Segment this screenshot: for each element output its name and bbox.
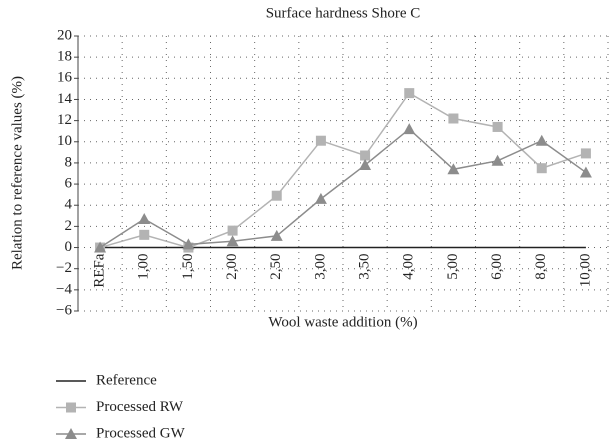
x-tick-label: 6,00 <box>489 254 505 280</box>
point <box>447 163 460 175</box>
point <box>139 229 150 240</box>
point <box>226 235 239 247</box>
point <box>314 192 327 204</box>
legend-label: Processed RW <box>96 399 184 415</box>
y-tick-label: 16 <box>57 70 73 86</box>
x-tick-label: 1,50 <box>180 254 196 280</box>
point <box>492 121 503 132</box>
point <box>404 88 415 99</box>
point <box>270 229 283 241</box>
legend-label: Processed GW <box>96 425 186 441</box>
point <box>359 159 372 171</box>
legend-marker <box>66 402 76 413</box>
legend-label: Reference <box>96 372 157 388</box>
y-axis-label: Relation to reference values (%) <box>9 76 25 270</box>
x-tick-label: 2,50 <box>268 254 284 280</box>
point <box>491 154 504 166</box>
point <box>182 238 195 250</box>
y-tick-label: −6 <box>56 302 72 318</box>
point <box>360 150 371 161</box>
y-tick-label: 20 <box>57 27 72 43</box>
y-tick-label: 8 <box>65 154 73 170</box>
x-tick-label: REFa <box>92 253 108 288</box>
series-line <box>99 92 587 249</box>
series-line <box>99 128 587 249</box>
x-tick-label: 4,00 <box>401 254 417 280</box>
point <box>94 241 107 253</box>
y-tick-label: 10 <box>57 133 72 149</box>
point <box>315 135 326 146</box>
point <box>138 212 151 224</box>
point <box>227 225 238 236</box>
y-tick-label: 4 <box>65 197 73 213</box>
y-tick-label: 12 <box>57 112 72 128</box>
point <box>448 113 459 124</box>
y-tick-label: −4 <box>56 281 72 297</box>
y-tick-label: −2 <box>56 260 72 276</box>
y-tick-label: 2 <box>65 218 73 234</box>
point <box>579 166 592 178</box>
point <box>271 190 282 201</box>
point <box>536 163 547 174</box>
y-tick-label: 14 <box>57 91 73 107</box>
x-tick-label: 1,00 <box>136 254 152 280</box>
x-axis-label: Wool waste addition (%) <box>268 314 417 330</box>
x-tick-label: 8,00 <box>533 254 549 280</box>
point <box>403 123 416 135</box>
x-tick-label: 2,00 <box>224 254 240 280</box>
point <box>535 134 548 146</box>
y-tick-label: 0 <box>65 239 73 255</box>
y-tick-label: 6 <box>65 176 73 192</box>
x-tick-label: 10,00 <box>577 254 593 288</box>
chart-title: Surface hardness Shore C <box>266 5 421 21</box>
legend-marker <box>65 428 77 439</box>
point <box>580 148 591 159</box>
y-tick-label: 18 <box>57 49 72 65</box>
x-tick-label: 3,50 <box>357 254 373 280</box>
x-tick-label: 5,00 <box>445 254 461 280</box>
x-tick-label: 3,00 <box>312 254 328 280</box>
